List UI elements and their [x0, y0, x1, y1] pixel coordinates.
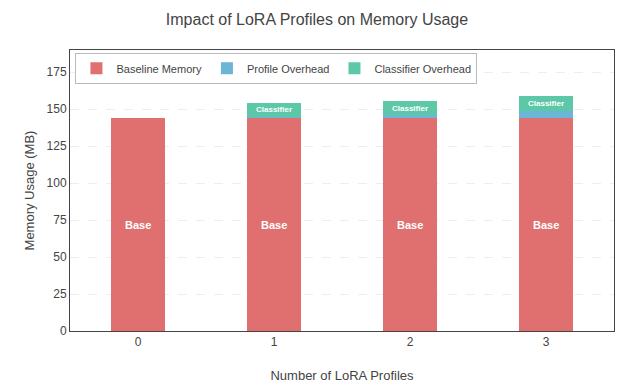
svg-text:125: 125	[47, 139, 67, 153]
svg-text:Classifier: Classifier	[256, 105, 292, 114]
svg-text:50: 50	[53, 250, 67, 264]
svg-text:0: 0	[60, 324, 67, 338]
svg-text:Base: Base	[261, 219, 287, 231]
svg-text:25: 25	[53, 287, 67, 301]
svg-text:3: 3	[543, 335, 550, 349]
svg-text:Base: Base	[533, 219, 559, 231]
svg-text:Base: Base	[125, 219, 151, 231]
svg-text:Memory Usage (MB): Memory Usage (MB)	[22, 131, 37, 251]
svg-text:Baseline Memory: Baseline Memory	[116, 63, 201, 75]
svg-text:Classifier: Classifier	[528, 99, 564, 108]
svg-text:Base: Base	[397, 219, 423, 231]
svg-text:Classifier Overhead: Classifier Overhead	[374, 63, 471, 75]
svg-text:Classifier: Classifier	[392, 104, 428, 113]
svg-text:2: 2	[407, 335, 414, 349]
svg-text:Impact of LoRA Profiles on Mem: Impact of LoRA Profiles on Memory Usage	[166, 11, 468, 28]
svg-text:Number of LoRA Profiles: Number of LoRA Profiles	[270, 368, 414, 383]
svg-text:Profile Overhead: Profile Overhead	[247, 63, 330, 75]
svg-text:150: 150	[47, 102, 67, 116]
svg-text:100: 100	[47, 176, 67, 190]
svg-text:1: 1	[271, 335, 278, 349]
svg-text:0: 0	[135, 335, 142, 349]
svg-text:175: 175	[47, 65, 67, 79]
svg-text:75: 75	[53, 213, 67, 227]
